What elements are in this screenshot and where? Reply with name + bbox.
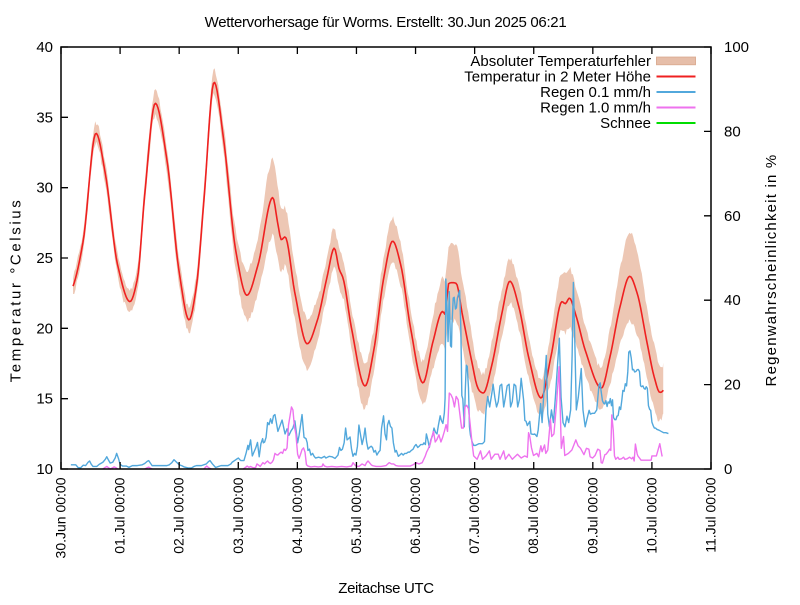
svg-text:Zeitachse UTC: Zeitachse UTC xyxy=(338,580,434,597)
svg-text:30.Jun 00:00: 30.Jun 00:00 xyxy=(53,477,69,558)
svg-text:60: 60 xyxy=(724,208,741,225)
svg-text:09.Jul 00:00: 09.Jul 00:00 xyxy=(584,477,600,553)
svg-text:11.Jul 00:00: 11.Jul 00:00 xyxy=(703,477,719,552)
svg-text:25: 25 xyxy=(36,250,53,267)
svg-text:06.Jul 00:00: 06.Jul 00:00 xyxy=(407,477,423,553)
svg-text:Regen 0.1 mm/h: Regen 0.1 mm/h xyxy=(540,84,651,101)
svg-text:Absoluter Temperaturfehler: Absoluter Temperaturfehler xyxy=(470,53,651,70)
svg-text:Temperatur in 2 Meter Höhe: Temperatur in 2 Meter Höhe xyxy=(464,69,651,86)
svg-text:80: 80 xyxy=(724,123,741,140)
svg-text:10.Jul 00:00: 10.Jul 00:00 xyxy=(643,477,659,553)
svg-text:Temperatur °Celsius: Temperatur °Celsius xyxy=(8,198,25,383)
svg-text:20: 20 xyxy=(36,320,53,337)
svg-text:100: 100 xyxy=(724,39,749,56)
svg-text:02.Jul 00:00: 02.Jul 00:00 xyxy=(171,477,187,553)
svg-text:04.Jul 00:00: 04.Jul 00:00 xyxy=(289,477,305,553)
svg-text:05.Jul 00:00: 05.Jul 00:00 xyxy=(348,477,364,553)
svg-text:0: 0 xyxy=(724,461,732,478)
svg-text:20: 20 xyxy=(724,377,741,394)
svg-text:15: 15 xyxy=(36,391,53,408)
svg-text:Regenwahrscheinlichkeit in %: Regenwahrscheinlichkeit in % xyxy=(763,154,780,387)
svg-text:40: 40 xyxy=(724,292,741,309)
svg-text:01.Jul 00:00: 01.Jul 00:00 xyxy=(112,477,128,553)
svg-text:30: 30 xyxy=(36,180,53,197)
svg-text:35: 35 xyxy=(36,109,53,126)
svg-text:03.Jul 00:00: 03.Jul 00:00 xyxy=(230,477,246,553)
svg-text:08.Jul 00:00: 08.Jul 00:00 xyxy=(525,477,541,553)
svg-text:Schnee: Schnee xyxy=(600,115,651,132)
svg-text:40: 40 xyxy=(36,39,53,56)
svg-text:07.Jul 00:00: 07.Jul 00:00 xyxy=(466,477,482,553)
svg-text:10: 10 xyxy=(36,461,53,478)
svg-text:Regen 1.0 mm/h: Regen 1.0 mm/h xyxy=(540,100,651,117)
svg-text:Wettervorhersage für Worms. Er: Wettervorhersage für Worms. Erstellt: 30… xyxy=(205,14,567,31)
